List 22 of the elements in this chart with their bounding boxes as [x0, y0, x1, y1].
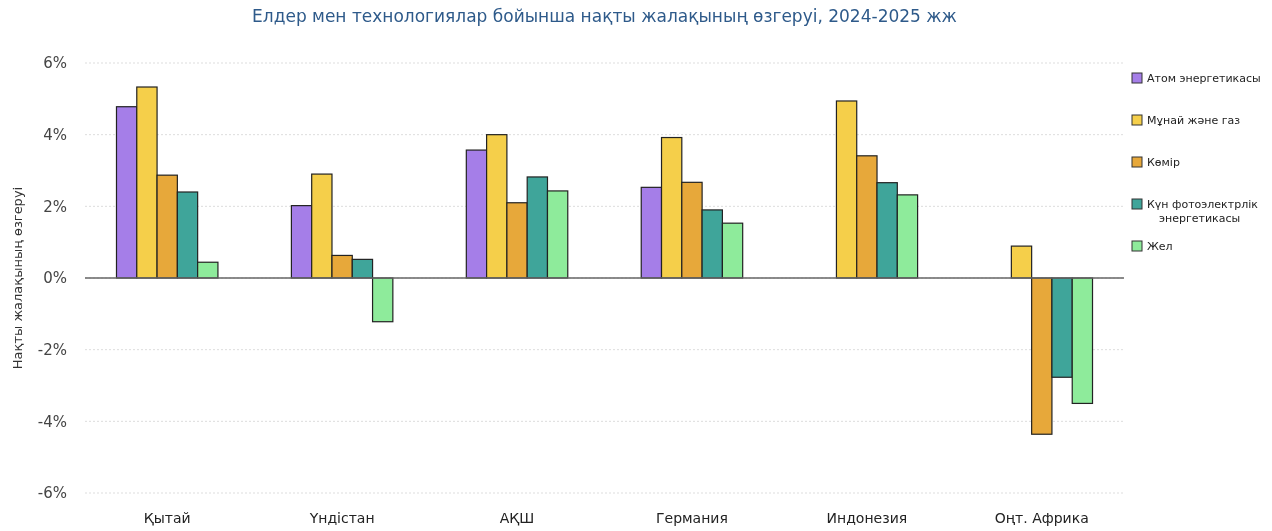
legend-label: Атом энергетикасы [1147, 71, 1261, 85]
y-tick-label: -2% [37, 340, 67, 359]
legend-label: Жел [1147, 239, 1173, 253]
x-tick-label: Индонезия [826, 510, 908, 526]
y-tick-label: 4% [43, 125, 67, 144]
legend-label: Күн фотоэлектрлік энергетикасы [1147, 197, 1259, 225]
chart-title: Елдер мен технологиялар бойынша нақты жалақының өзгеруі, 2024-2025 жж [252, 6, 957, 26]
y-tick-label: 0% [43, 269, 67, 288]
legend-label: Көмір [1147, 155, 1180, 169]
x-tick-label: АҚШ [499, 510, 535, 526]
x-tick-label: Оңт. Африка [994, 510, 1089, 526]
y-tick-label: 6% [43, 54, 67, 73]
y-tick-label: 2% [43, 197, 67, 216]
x-tick-label: Германия [656, 510, 728, 526]
x-tick-label: Қытай [143, 510, 191, 526]
bar [1010, 245, 1033, 279]
x-tick-label: Үндістан [308, 510, 375, 526]
bar [371, 277, 394, 323]
legend-label: Мұнай және газ [1147, 113, 1241, 127]
y-axis-title: Нақты жалақының өзгеруі [10, 186, 25, 370]
y-tick-label: -4% [37, 412, 67, 431]
y-tick-label: -6% [37, 484, 67, 503]
